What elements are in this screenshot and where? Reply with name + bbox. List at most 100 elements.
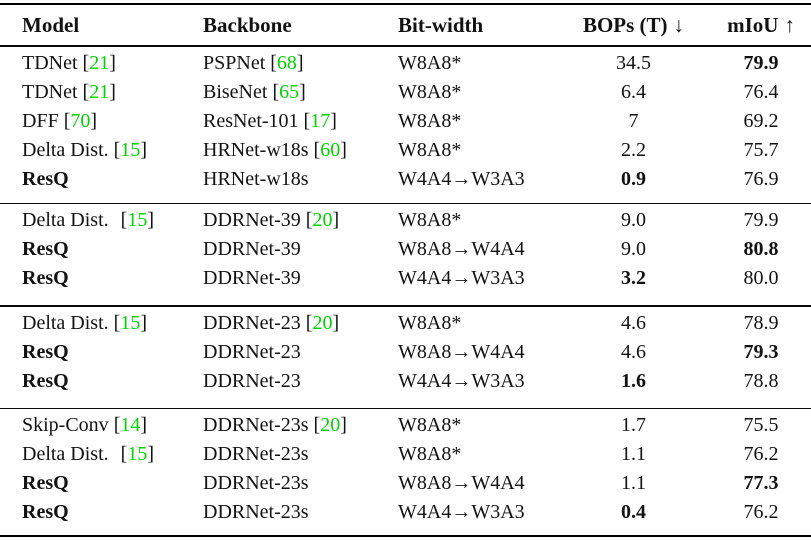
citation-link[interactable]: 21 bbox=[83, 81, 116, 103]
bitwidth-text: W8A8* bbox=[398, 209, 462, 231]
table-row: ResQ DDRNet-23 W4A4→W3A3 1.6 78.8 bbox=[0, 367, 811, 396]
bops-cell: 1.1 bbox=[556, 472, 711, 495]
model-cell-text: ResQ bbox=[22, 167, 69, 190]
citation-number[interactable]: 15 bbox=[127, 443, 148, 465]
model-cell: Delta Dist. 15 bbox=[0, 209, 181, 232]
citation-link[interactable]: 20 bbox=[306, 209, 339, 231]
miou-cell: 76.4 bbox=[711, 81, 811, 104]
table-row: TDNet 21 PSPNet 68 W8A8* 34.5 79.9 bbox=[0, 49, 811, 78]
miou-cell-value: 76.9 bbox=[743, 167, 779, 190]
citation-link[interactable]: 15 bbox=[114, 312, 147, 334]
bops-cell-value: 1.1 bbox=[621, 443, 646, 465]
backbone-cell: DDRNet-23s bbox=[181, 501, 376, 524]
backbone-cell-text: DDRNet-23s bbox=[203, 414, 309, 436]
bitwidth-cell: W8A8* bbox=[376, 209, 556, 232]
model-cell-text: Delta Dist. bbox=[22, 138, 109, 161]
bops-cell-value: 4.6 bbox=[621, 340, 646, 363]
backbone-cell-text: HRNet-w18s bbox=[203, 167, 309, 190]
bops-cell: 9.0 bbox=[556, 238, 711, 261]
citation-number[interactable]: 15 bbox=[120, 311, 141, 334]
model-cell: TDNet 21 bbox=[0, 52, 181, 75]
miou-cell-value: 75.5 bbox=[743, 414, 779, 436]
bops-cell: 6.4 bbox=[556, 81, 711, 104]
model-cell: ResQ bbox=[0, 168, 181, 191]
bitwidth-cell: W4A4→W3A3 bbox=[376, 370, 556, 393]
model-cell: ResQ bbox=[0, 341, 181, 364]
bops-cell-value: 6.4 bbox=[621, 80, 646, 103]
table-group-3: Delta Dist. 15 DDRNet-23 20 W8A8* 4.6 78.9 ResQ… bbox=[0, 307, 811, 408]
citation-link[interactable]: 60 bbox=[314, 139, 347, 161]
citation-link[interactable]: 21 bbox=[83, 52, 116, 74]
citation-number[interactable]: 20 bbox=[312, 311, 333, 334]
citation-link[interactable]: 15 bbox=[121, 209, 154, 231]
citation-link[interactable]: 70 bbox=[64, 110, 97, 132]
citation-link[interactable]: 68 bbox=[270, 52, 303, 74]
down-arrow-icon: ↓ bbox=[673, 12, 685, 37]
bops-cell-value: 0.4 bbox=[621, 501, 646, 523]
table-bottom-rule bbox=[0, 535, 811, 537]
backbone-cell: HRNet-w18s 60 bbox=[181, 139, 376, 162]
bops-cell-value: 1.1 bbox=[621, 472, 646, 494]
citation-link[interactable]: 15 bbox=[121, 443, 154, 465]
backbone-cell: DDRNet-23s bbox=[181, 472, 376, 495]
miou-cell-value: 78.8 bbox=[743, 369, 779, 392]
bops-cell-value: 1.6 bbox=[621, 369, 646, 392]
model-cell-text: ResQ bbox=[22, 369, 69, 392]
citation-link[interactable]: 15 bbox=[114, 139, 147, 161]
backbone-cell: BiseNet 65 bbox=[181, 81, 376, 104]
citation-number[interactable]: 65 bbox=[279, 80, 300, 103]
citation-number[interactable]: 15 bbox=[120, 138, 141, 161]
bitwidth-text: W8A8→W4A4 bbox=[398, 238, 525, 260]
bops-cell: 9.0 bbox=[556, 209, 711, 232]
bitwidth-text: W8A8* bbox=[398, 443, 462, 465]
bitwidth-text: W8A8* bbox=[398, 311, 462, 334]
citation-number[interactable]: 21 bbox=[89, 80, 110, 103]
citation-link[interactable]: 17 bbox=[304, 110, 337, 132]
backbone-cell: DDRNet-23s bbox=[181, 443, 376, 466]
citation-link[interactable]: 20 bbox=[314, 414, 347, 436]
backbone-cell-text: DDRNet-23 bbox=[203, 340, 301, 363]
miou-cell-value: 75.7 bbox=[743, 138, 779, 161]
citation-link[interactable]: 65 bbox=[272, 81, 305, 103]
table-row: DFF 70 ResNet-101 17 W8A8* 7 69.2 bbox=[0, 107, 811, 136]
citation-number[interactable]: 60 bbox=[320, 138, 341, 161]
citation-link[interactable]: 14 bbox=[114, 414, 147, 436]
citation-number[interactable]: 70 bbox=[70, 109, 91, 132]
backbone-cell: DDRNet-23 bbox=[181, 341, 376, 364]
citation-number[interactable]: 68 bbox=[276, 51, 297, 74]
backbone-cell: ResNet-101 17 bbox=[181, 110, 376, 133]
bops-cell-value: 2.2 bbox=[621, 138, 646, 161]
bitwidth-cell: W8A8* bbox=[376, 312, 556, 335]
bitwidth-text: W4A4→W3A3 bbox=[398, 369, 525, 392]
table-row: TDNet 21 BiseNet 65 W8A8* 6.4 76.4 bbox=[0, 78, 811, 107]
model-cell-text: TDNet bbox=[22, 80, 78, 103]
backbone-cell: DDRNet-39 bbox=[181, 238, 376, 261]
col-header-bops: BOPs (T) ↓ bbox=[556, 13, 711, 38]
col-header-model-label: Model bbox=[22, 12, 80, 37]
model-cell: Delta Dist. 15 bbox=[0, 443, 181, 466]
citation-number[interactable]: 15 bbox=[127, 209, 148, 231]
bops-cell: 0.4 bbox=[556, 501, 711, 524]
model-cell: Delta Dist. 15 bbox=[0, 139, 181, 162]
miou-cell-value: 80.0 bbox=[743, 267, 779, 289]
citation-link[interactable]: 20 bbox=[306, 312, 339, 334]
citation-number[interactable]: 17 bbox=[310, 109, 331, 132]
citation-number[interactable]: 14 bbox=[120, 414, 141, 436]
bops-cell-value: 9.0 bbox=[621, 209, 646, 231]
citation-number[interactable]: 20 bbox=[320, 414, 341, 436]
citation-number[interactable]: 20 bbox=[312, 209, 333, 231]
citation-number[interactable]: 21 bbox=[89, 51, 110, 74]
model-cell-text: ResQ bbox=[22, 501, 69, 523]
bitwidth-text: W4A4→W3A3 bbox=[398, 501, 525, 523]
backbone-cell-text: DDRNet-23s bbox=[203, 472, 309, 494]
bitwidth-cell: W8A8* bbox=[376, 110, 556, 133]
table-group-4: Skip-Conv 14 DDRNet-23s 20 W8A8* 1.7 75.5 Delta… bbox=[0, 409, 811, 535]
bops-cell: 2.2 bbox=[556, 139, 711, 162]
backbone-cell-text: DDRNet-39 bbox=[203, 238, 301, 260]
model-cell: TDNet 21 bbox=[0, 81, 181, 104]
bitwidth-text: W8A8* bbox=[398, 80, 462, 103]
backbone-cell-text: DDRNet-39 bbox=[203, 267, 301, 289]
col-header-miou-label: mIoU bbox=[727, 12, 779, 37]
bitwidth-text: W8A8* bbox=[398, 414, 462, 436]
model-cell: ResQ bbox=[0, 501, 181, 524]
